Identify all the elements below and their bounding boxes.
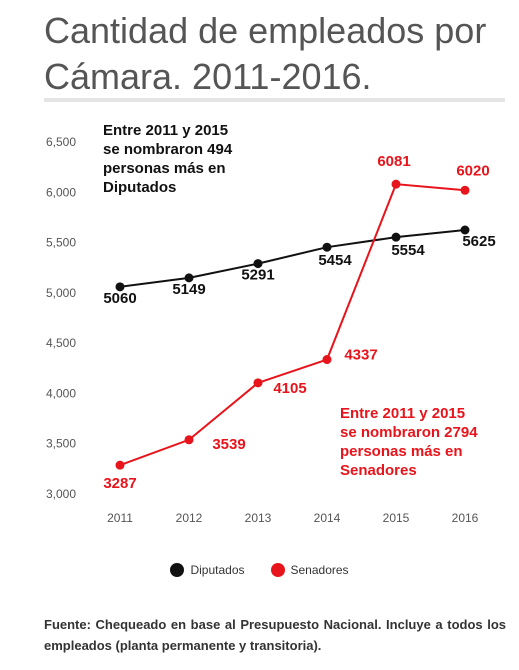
legend-label-diputados: Diputados: [190, 563, 245, 577]
data-point: [184, 273, 194, 283]
series-line-diputados: [119, 229, 466, 288]
line-chart: 3,000 3,500 4,000 4,500 5,000 5,500 6,000 6,500…: [46, 122, 496, 525]
y-axis: 3,000 3,500 4,000 4,500 5,000 5,500 6,000 6,500: [46, 135, 76, 501]
annotation-line: Senadores: [340, 462, 417, 479]
data-point: [322, 355, 332, 365]
data-label: 5291: [241, 267, 274, 284]
data-label: 6020: [456, 162, 489, 179]
x-tick-label: 2014: [314, 511, 341, 525]
data-point: [322, 242, 332, 252]
x-tick-label: 2011: [107, 511, 133, 525]
data-label: 5454: [318, 252, 352, 269]
data-label: 3539: [212, 436, 245, 453]
data-point: [253, 259, 263, 269]
annotation-line: personas más en: [103, 160, 226, 177]
data-point: [115, 460, 125, 470]
y-tick-label: 6,000: [46, 185, 76, 199]
x-axis: 2011 2012 2013 2014 2015 2016: [107, 511, 479, 525]
y-tick-label: 6,500: [46, 135, 76, 149]
y-tick-label: 3,000: [46, 487, 76, 501]
x-tick-label: 2013: [245, 511, 272, 525]
data-label: 3287: [103, 475, 136, 492]
legend-item-diputados: Diputados: [170, 563, 245, 577]
data-point: [253, 378, 263, 388]
y-tick-label: 3,500: [46, 437, 76, 451]
legend-item-senadores: Senadores: [270, 563, 349, 577]
annotation-line: Entre 2011 y 2015: [340, 405, 465, 422]
data-point: [115, 282, 125, 292]
legend: Diputados Senadores: [0, 563, 519, 577]
y-tick-label: 5,500: [46, 236, 76, 250]
annotation-line: se nombraron 2794: [340, 424, 478, 441]
chart-title: Cantidad de empleados por Cámara. 2011-2…: [44, 10, 487, 97]
data-point: [391, 232, 401, 242]
annotation-line: Diputados: [103, 179, 176, 196]
data-point: [460, 185, 470, 195]
title-divider: [44, 98, 505, 102]
x-tick-label: 2012: [176, 511, 203, 525]
data-point: [184, 435, 194, 445]
data-point: [391, 179, 401, 189]
series-lines: 5060 5149 5291 5454 5554 5625 3287 3539 4105 4337…: [103, 153, 495, 492]
data-label: 5625: [462, 233, 495, 250]
annotations: Entre 2011 y 2015 se nombraron 494 persona…: [103, 122, 478, 479]
legend-dot-diputados: [170, 563, 185, 577]
data-label: 6081: [377, 153, 410, 170]
data-point: [460, 225, 470, 235]
y-tick-label: 4,000: [46, 386, 76, 400]
x-tick-label: 2015: [383, 511, 410, 525]
annotation-line: personas más en: [340, 443, 463, 460]
annotation-line: Entre 2011 y 2015: [103, 122, 228, 139]
legend-dot-senadores: [270, 563, 285, 577]
source-note: Fuente: Chequeado en base al Presupuesto…: [44, 617, 506, 653]
legend-label-senadores: Senadores: [290, 563, 349, 577]
data-label: 4337: [344, 347, 377, 364]
data-label: 5554: [391, 242, 425, 259]
y-tick-label: 4,500: [46, 336, 76, 350]
data-label: 5149: [172, 281, 205, 298]
data-label: 5060: [103, 290, 136, 307]
y-tick-label: 5,000: [46, 286, 76, 300]
annotation-line: se nombraron 494: [103, 141, 233, 158]
series-line-senadores: [119, 183, 466, 467]
annotation-diputados: Entre 2011 y 2015 se nombraron 494 persona…: [103, 122, 233, 196]
annotation-senadores: Entre 2011 y 2015 se nombraron 2794 person…: [340, 405, 478, 479]
data-label: 4105: [273, 380, 306, 397]
x-tick-label: 2016: [452, 511, 479, 525]
